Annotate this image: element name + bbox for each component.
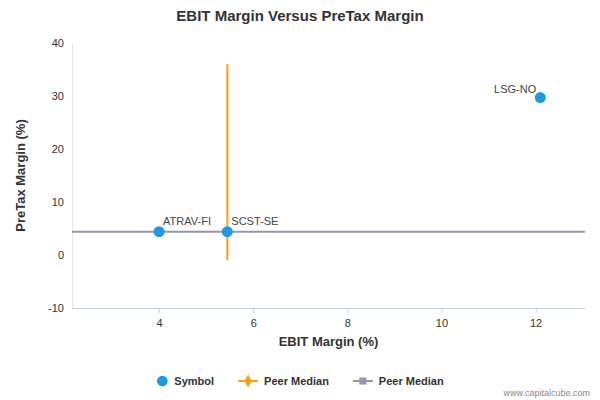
point-labels: ATRAV-FI SCST-SE LSG-NO	[163, 83, 537, 227]
y-axis: -10 0 10 20 30 40	[48, 37, 72, 314]
y-tick-label: 0	[58, 249, 64, 261]
point[interactable]	[535, 92, 546, 103]
legend-label: Peer Median	[264, 375, 329, 387]
y-axis-line	[72, 44, 73, 309]
x-tick: 12	[530, 308, 542, 329]
x-tick-mark	[159, 308, 160, 313]
legend-label: Symbol	[174, 375, 214, 387]
y-tick: 30	[52, 90, 72, 102]
x-tick-mark	[536, 308, 537, 313]
legend-symbol	[359, 377, 366, 384]
x-tick-mark	[347, 308, 348, 313]
plot-area	[72, 64, 585, 260]
x-tick-mark	[253, 308, 254, 313]
x-tick: 6	[251, 308, 257, 329]
y-tick: 20	[52, 143, 72, 155]
legend-symbol	[157, 376, 168, 387]
y-tick-label: 20	[52, 143, 64, 155]
x-tick-label: 4	[157, 317, 163, 329]
legend-label: Peer Median	[379, 375, 444, 387]
x-tick-label: 12	[530, 317, 542, 329]
y-tick-label: 10	[52, 196, 64, 208]
title: EBIT Margin Versus PreTax Margin	[176, 7, 423, 24]
x-axis-line	[73, 308, 586, 309]
y-tick: 10	[52, 196, 72, 208]
y-tick-label: -10	[48, 302, 64, 314]
x-tick-label: 6	[251, 317, 257, 329]
point[interactable]	[154, 226, 165, 237]
chart: EBIT Margin Versus PreTax Margin -10 0 10 20…	[0, 0, 600, 400]
x-tick-mark	[441, 308, 442, 313]
legend-item[interactable]: Symbol	[157, 375, 214, 387]
y-tick: 40	[52, 37, 72, 49]
y-tick: -10	[48, 302, 72, 314]
x-tick-label: 8	[345, 317, 351, 329]
legend-symbol	[244, 374, 252, 387]
y-tick-label: 40	[52, 37, 64, 49]
x-tick: 8	[345, 308, 351, 329]
point-label: LSG-NO	[494, 83, 537, 95]
x-tick: 10	[436, 308, 448, 329]
legend-item[interactable]: Peer Median	[353, 375, 444, 387]
x-tick: 4	[157, 308, 163, 329]
x-axis: 4 6 8 10 12	[73, 308, 586, 329]
legend-item[interactable]: Peer Median	[238, 374, 329, 387]
x-tick-label: 10	[436, 317, 448, 329]
y-tick-label: 30	[52, 90, 64, 102]
source: www.capitalcube.com	[502, 388, 590, 398]
peer-median-line	[72, 231, 585, 233]
point[interactable]	[222, 226, 233, 237]
y-axis-title: PreTax Margin (%)	[13, 119, 28, 231]
x-axis-title: EBIT Margin (%)	[279, 334, 379, 349]
point-label: ATRAV-FI	[163, 215, 211, 227]
legend: Symbol Peer Median Peer Median	[157, 374, 444, 387]
point-label: SCST-SE	[231, 215, 278, 227]
y-tick: 0	[58, 249, 72, 261]
